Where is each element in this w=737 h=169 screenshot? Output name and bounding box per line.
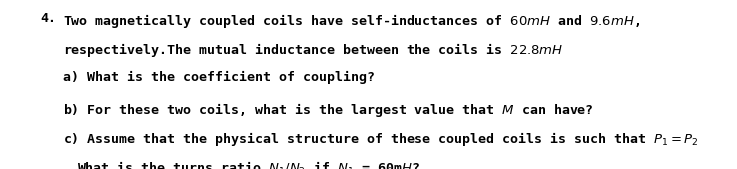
Text: b) For these two coils, what is the largest value that $\it{M}$ can have?: b) For these two coils, what is the larg… bbox=[63, 101, 593, 119]
Text: 4.: 4. bbox=[41, 12, 57, 25]
Text: c) Assume that the physical structure of these coupled coils is such that $\it{P: c) Assume that the physical structure of… bbox=[63, 130, 699, 148]
Text: respectively.The mutual inductance between the coils is $\it{22.8mH}$: respectively.The mutual inductance betwe… bbox=[63, 41, 563, 59]
Text: a) What is the coefficient of coupling?: a) What is the coefficient of coupling? bbox=[63, 71, 374, 84]
Text: Two magnetically coupled coils have self-inductances of $\it{60mH}$ and $\it{9.6: Two magnetically coupled coils have self… bbox=[63, 12, 640, 30]
Text: What is the turns ratio $\it{N}_1/\it{N}_2$ if $\it{N}_1$ = 60m$\it{H}$?: What is the turns ratio $\it{N}_1/\it{N}… bbox=[77, 160, 420, 169]
